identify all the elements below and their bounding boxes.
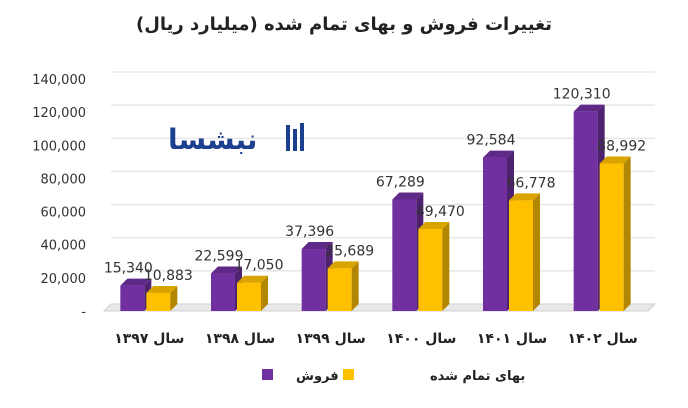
data-label: 88,992 — [597, 139, 646, 155]
bar-front — [211, 273, 235, 311]
x-tick-label: سال ۱۳۹۸ — [205, 331, 275, 347]
bar-top — [509, 193, 540, 201]
data-label: 49,470 — [416, 204, 465, 220]
data-label: 17,050 — [235, 258, 284, 274]
bar-top — [301, 242, 333, 250]
legend-label: بهای تمام شده — [430, 369, 525, 384]
bar-top — [146, 285, 178, 293]
bar-front — [573, 111, 598, 311]
bar-front — [392, 199, 417, 311]
y-tick-label: 120,000 — [32, 106, 86, 121]
y-tick-label: 60,000 — [41, 206, 87, 221]
bar-side — [261, 275, 268, 311]
y-tick-label: 140,000 — [32, 73, 86, 88]
bar — [599, 156, 631, 311]
bar — [301, 242, 333, 311]
watermark-text: نبشسا — [168, 123, 257, 156]
data-label: 22,599 — [195, 249, 244, 265]
bar-top — [483, 150, 514, 158]
bar-top — [327, 261, 359, 269]
bar-front — [327, 268, 352, 311]
legend-swatch — [262, 369, 273, 380]
bar-side — [170, 285, 178, 311]
bar-top — [392, 192, 424, 200]
y-tick-label: 20,000 — [41, 272, 87, 287]
bar-side — [351, 261, 359, 311]
bar-front — [146, 292, 171, 311]
bar — [146, 285, 178, 311]
data-label: 25,689 — [325, 243, 374, 259]
bar-front — [418, 229, 443, 311]
x-tick-label: سال ۱۳۹۷ — [114, 331, 184, 347]
bar-front — [120, 285, 145, 311]
data-label: 92,584 — [467, 133, 516, 149]
bar — [327, 261, 359, 311]
bar-side — [533, 193, 540, 311]
bar-top — [237, 275, 268, 283]
bar-front — [599, 163, 624, 311]
bar-top — [418, 222, 450, 230]
chart-floor — [102, 303, 657, 312]
data-label: 120,310 — [553, 87, 611, 103]
bar — [418, 222, 450, 311]
data-label: 37,396 — [285, 224, 334, 240]
bar — [509, 193, 540, 311]
legend-swatch — [343, 369, 354, 380]
data-label: 66,778 — [507, 175, 556, 191]
bar — [237, 275, 268, 311]
bar-front — [237, 282, 261, 311]
x-tick-label: سال ۱۴۰۱ — [477, 331, 547, 347]
bar-front — [301, 249, 326, 311]
y-tick-label: 80,000 — [41, 172, 87, 187]
x-tick-label: سال ۱۴۰۲ — [568, 331, 638, 347]
bar-top — [573, 104, 605, 112]
chart-title: تغییرات فروش و بهای تمام شده (میلیارد ری… — [135, 14, 553, 35]
data-label: 15,340 — [104, 261, 153, 277]
brand-watermark-logo: نبشسا — [168, 123, 304, 156]
bar-side — [623, 156, 631, 311]
data-label: 67,289 — [376, 174, 425, 190]
bar-side — [442, 222, 450, 311]
y-tick-label: - — [81, 305, 86, 320]
bar-top — [120, 278, 152, 286]
x-tick-label: سال ۱۴۰۰ — [386, 331, 456, 347]
y-tick-label: 40,000 — [41, 239, 87, 254]
bar-top — [599, 156, 631, 164]
bar-front — [509, 200, 533, 311]
bar-front — [483, 157, 507, 311]
legend-label: فروش — [296, 369, 339, 384]
data-label: 10,883 — [144, 268, 193, 284]
y-tick-label: 100,000 — [32, 139, 86, 154]
x-tick-label: سال ۱۳۹۹ — [296, 331, 366, 347]
bar-top — [211, 266, 242, 274]
bar — [392, 192, 424, 311]
